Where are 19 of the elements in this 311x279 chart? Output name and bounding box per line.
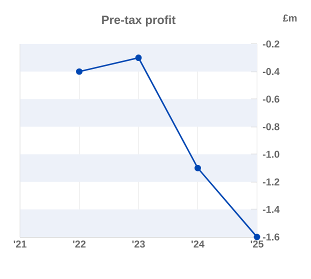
point: [194, 164, 201, 172]
y-tick-label: -0.6: [262, 96, 280, 103]
point: [76, 68, 82, 75]
x-tick-label: '25: [250, 240, 264, 248]
y-tick-label: -0.8: [262, 123, 280, 130]
y-tick-label: -1.6: [262, 233, 280, 241]
y-tick-label: -1.0: [262, 150, 280, 158]
x-tick-label: '22: [73, 240, 86, 248]
point: [135, 54, 142, 62]
y-tick-label: -1.4: [262, 206, 280, 213]
y-tick-label: -0.4: [262, 68, 280, 76]
y-axis-title: £m: [282, 14, 297, 22]
x-tick-label: '24: [192, 240, 204, 248]
x-tick-label: '23: [132, 240, 145, 248]
chart-title: Pre-tax profit: [102, 15, 176, 27]
x-tick-label: '21: [14, 240, 26, 248]
point: [254, 234, 260, 240]
y-tick-label: -0.2: [262, 40, 280, 48]
y-tick-label: -1.2: [262, 178, 280, 186]
